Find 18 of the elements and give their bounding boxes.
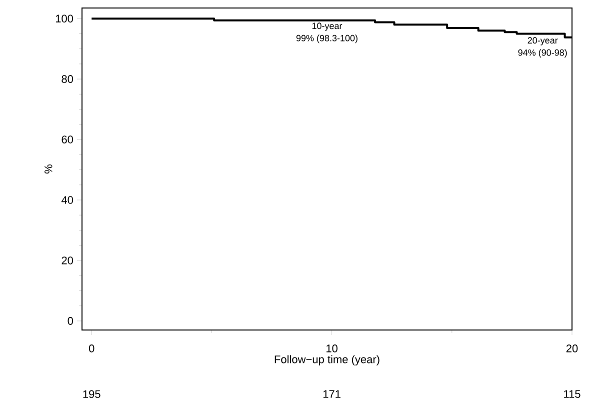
y-axis-title: % — [44, 164, 52, 174]
y-tick-label: 0 — [68, 317, 74, 325]
x-tick-label: 0 — [88, 344, 94, 352]
text: 115 — [564, 390, 580, 398]
x-tick-label: 10 — [326, 344, 338, 352]
y-tick-label: 60 — [62, 136, 74, 144]
x-tick-label: 20 — [566, 344, 578, 352]
annotation: 10-year — [312, 22, 342, 31]
y-tick-label: 80 — [62, 75, 74, 83]
annotation: 99% (98.3-100) — [296, 34, 358, 44]
x-axis-title: Follow−up time (year) — [274, 355, 380, 366]
text: 171 — [323, 390, 340, 398]
y-tick-label: 100 — [56, 14, 74, 22]
y-tick-label: 40 — [61, 196, 74, 204]
y-tick-label: 20 — [62, 256, 74, 264]
annotation: 94% (90-98) — [518, 49, 567, 58]
annotation: 20-year — [528, 37, 558, 46]
text: 195 — [83, 390, 100, 398]
